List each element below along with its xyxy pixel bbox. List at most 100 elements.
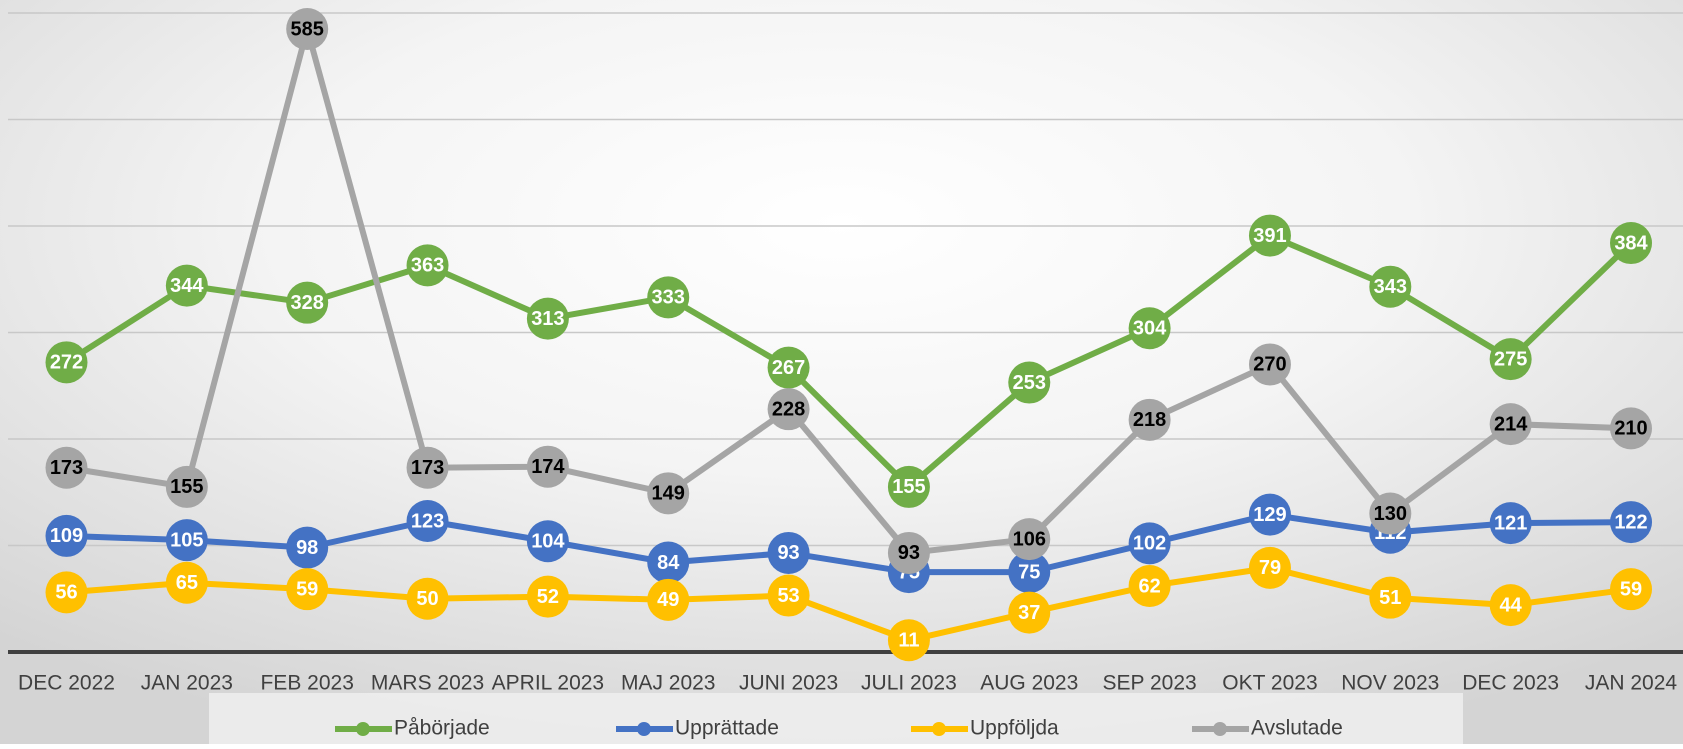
data-point <box>647 578 690 621</box>
data-label: 155 <box>892 476 925 498</box>
data-label: 59 <box>1620 578 1642 600</box>
data-label: 343 <box>1374 276 1407 298</box>
x-tick-label: DEC 2023 <box>1462 672 1559 695</box>
data-point <box>165 519 208 562</box>
data-point <box>45 514 88 557</box>
data-label: 363 <box>411 255 444 277</box>
data-label: 272 <box>50 352 83 374</box>
x-tick-label: SEP 2023 <box>1103 672 1197 695</box>
data-label: 105 <box>170 529 203 551</box>
data-point <box>1610 501 1652 544</box>
data-point <box>1128 398 1171 441</box>
data-label: 37 <box>1018 602 1040 624</box>
legend-box <box>209 693 1463 744</box>
data-label: 79 <box>1259 557 1281 579</box>
legend-label: Avslutade <box>1251 717 1343 740</box>
data-label: 214 <box>1494 413 1528 435</box>
data-label: 173 <box>50 457 83 479</box>
data-point <box>887 465 930 508</box>
data-label: 93 <box>898 542 920 564</box>
data-point <box>286 7 329 50</box>
legend-label: Uppföljda <box>970 717 1059 740</box>
x-tick-label: FEB 2023 <box>260 672 353 695</box>
data-point <box>1128 307 1171 350</box>
data-label: 109 <box>50 525 83 547</box>
legend-label: Upprättade <box>675 717 779 740</box>
data-label: 130 <box>1374 503 1407 525</box>
data-point <box>406 244 449 287</box>
data-label: 304 <box>1133 318 1167 340</box>
data-label: 173 <box>411 457 444 479</box>
data-point <box>1489 403 1532 446</box>
data-point <box>1248 493 1291 536</box>
data-point <box>45 341 88 384</box>
data-point <box>647 472 690 515</box>
data-point <box>1369 265 1412 308</box>
data-label: 98 <box>296 537 318 559</box>
legend-marker <box>932 722 946 736</box>
data-point <box>887 531 930 574</box>
data-label: 102 <box>1133 533 1166 555</box>
data-label: 174 <box>531 456 565 478</box>
data-label: 56 <box>55 582 77 604</box>
data-label: 123 <box>411 510 444 532</box>
data-label: 84 <box>657 552 680 574</box>
data-point <box>767 574 810 617</box>
data-label: 59 <box>296 578 318 600</box>
x-tick-label: AUG 2023 <box>980 672 1078 695</box>
data-point <box>1610 222 1652 265</box>
data-label: 65 <box>176 572 198 594</box>
data-point <box>1610 568 1652 611</box>
data-label: 93 <box>777 542 799 564</box>
data-label: 267 <box>772 357 805 379</box>
data-label: 384 <box>1614 232 1648 254</box>
data-label: 52 <box>537 586 559 608</box>
data-point <box>767 531 810 574</box>
data-label: 75 <box>1018 561 1040 583</box>
data-point <box>406 500 449 543</box>
data-point <box>1008 591 1051 634</box>
data-label: 228 <box>772 398 805 420</box>
data-label: 210 <box>1614 418 1647 440</box>
data-point <box>1248 214 1291 257</box>
data-point <box>1248 546 1291 589</box>
data-point <box>406 577 449 620</box>
data-label: 585 <box>291 18 324 40</box>
data-label: 11 <box>898 630 919 652</box>
data-point <box>767 388 810 431</box>
data-label: 313 <box>531 308 564 330</box>
x-tick-label: OKT 2023 <box>1222 672 1317 695</box>
data-label: 122 <box>1614 511 1647 533</box>
x-tick-label: JUNI 2023 <box>739 672 838 695</box>
data-label: 218 <box>1133 409 1166 431</box>
data-label: 275 <box>1494 348 1527 370</box>
data-point <box>1489 502 1532 545</box>
data-point <box>1008 518 1051 561</box>
series-line <box>66 25 1632 556</box>
data-point <box>767 346 810 389</box>
data-label: 149 <box>652 483 685 505</box>
data-point <box>887 619 930 662</box>
x-tick-label: JULI 2023 <box>861 672 957 695</box>
data-point <box>406 446 449 489</box>
data-point <box>286 281 329 324</box>
data-label: 344 <box>170 275 204 297</box>
legend-marker <box>1213 722 1227 736</box>
data-label: 50 <box>416 588 438 610</box>
legend-marker <box>637 722 651 736</box>
data-point <box>1369 492 1412 535</box>
data-point <box>526 575 569 618</box>
data-point <box>1008 551 1051 594</box>
data-label: 121 <box>1494 512 1527 534</box>
data-label: 270 <box>1253 354 1286 376</box>
x-tick-label: DEC 2022 <box>18 672 115 695</box>
data-point <box>526 297 569 340</box>
data-point <box>45 571 88 614</box>
x-tick-label: NOV 2023 <box>1341 672 1439 695</box>
x-tick-label: JAN 2023 <box>141 672 233 695</box>
data-point <box>1128 522 1171 565</box>
data-label: 44 <box>1500 594 1523 616</box>
data-label: 106 <box>1013 528 1046 550</box>
data-point <box>1369 576 1412 619</box>
